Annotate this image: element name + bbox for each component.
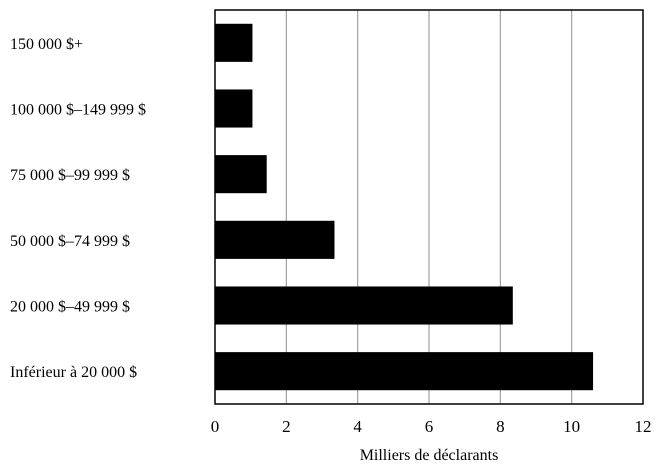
x-tick-label: 0 bbox=[211, 417, 220, 436]
category-label: 20 000 $–49 999 $ bbox=[10, 299, 130, 316]
category-label: 75 000 $–99 999 $ bbox=[10, 167, 130, 184]
bar bbox=[215, 220, 335, 259]
category-label: 150 000 $+ bbox=[10, 36, 83, 53]
category-label: 50 000 $–74 999 $ bbox=[10, 233, 130, 250]
x-tick-label: 2 bbox=[282, 417, 291, 436]
x-tick-label: 8 bbox=[496, 417, 505, 436]
category-label: 100 000 $–149 999 $ bbox=[10, 102, 146, 119]
x-tick-label: 10 bbox=[563, 417, 580, 436]
grid-lines bbox=[285, 10, 573, 404]
bar bbox=[215, 352, 594, 391]
bar bbox=[215, 286, 513, 325]
plot-frame bbox=[214, 9, 644, 405]
bar bbox=[215, 89, 253, 128]
x-tick-label: 6 bbox=[425, 417, 434, 436]
bars bbox=[215, 23, 594, 391]
category-label: Inférieur à 20 000 $ bbox=[10, 364, 137, 381]
x-axis-title: Milliers de déclarants bbox=[360, 447, 499, 464]
bar bbox=[215, 23, 253, 62]
bar bbox=[215, 155, 267, 194]
category-labels: 150 000 $+ 100 000 $–149 999 $ 75 000 $–99… bbox=[10, 36, 146, 381]
x-tick-labels: 0 2 4 6 8 10 12 bbox=[211, 417, 652, 436]
x-tick-label: 12 bbox=[635, 417, 652, 436]
x-tick-label: 4 bbox=[353, 417, 362, 436]
